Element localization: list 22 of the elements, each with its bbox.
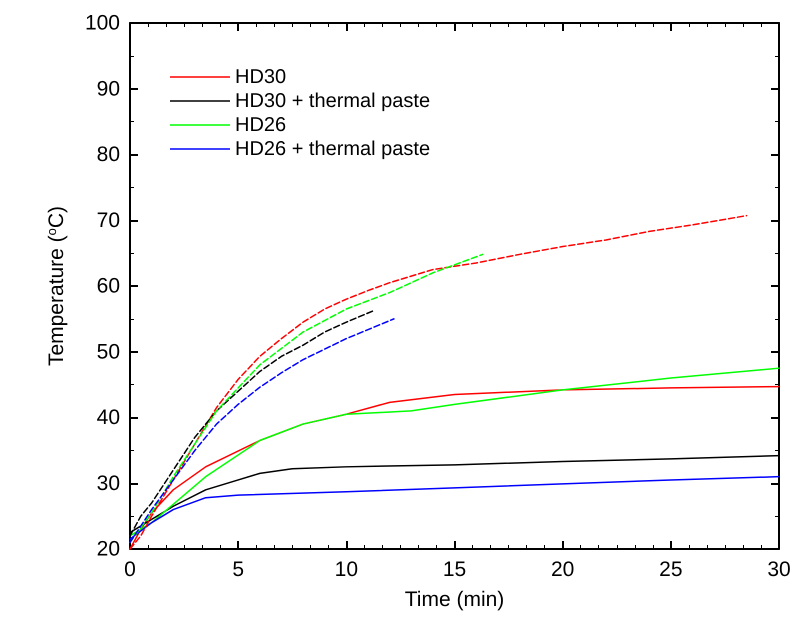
y-tick-label: 80 [96, 143, 120, 166]
x-tick-label: 5 [232, 558, 244, 581]
y-tick-label: 90 [96, 77, 120, 100]
x-tick-label: 15 [442, 558, 466, 581]
y-axis-title: Temperature (oC) [44, 206, 68, 366]
y-tick-label: 60 [96, 274, 120, 298]
legend-label: HD26 [235, 114, 286, 136]
x-tick-label: 10 [334, 558, 358, 581]
legend-label: HD26 + thermal paste [235, 138, 430, 160]
y-tick-label: 30 [96, 472, 120, 495]
y-tick-label: 70 [96, 208, 120, 232]
y-tick-label: 40 [96, 406, 120, 429]
x-tick-label: 0 [124, 558, 136, 581]
x-axis-title: Time (min) [404, 588, 504, 611]
x-tick-label: 20 [550, 558, 574, 581]
y-tick-label: 50 [96, 340, 120, 364]
legend-label: HD30 + thermal paste [235, 90, 430, 112]
y-tick-label: 100 [84, 12, 120, 34]
legend-label: HD30 [235, 66, 286, 88]
x-tick-label: 25 [659, 558, 683, 581]
y-tick-label: 20 [96, 538, 120, 560]
x-tick-label: 30 [767, 558, 791, 581]
